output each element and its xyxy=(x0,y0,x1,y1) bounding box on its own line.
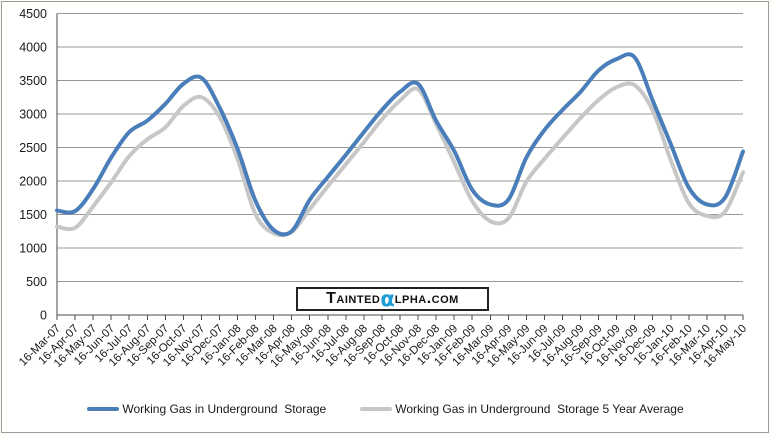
watermark-text-suffix: lpha.com xyxy=(394,290,459,307)
y-axis-label: 0 xyxy=(40,309,47,323)
watermark-text-prefix: Tainted xyxy=(326,290,381,307)
series-line-working-gas xyxy=(55,52,745,237)
y-axis-label: 1500 xyxy=(19,208,47,222)
legend-label-working-gas: Working Gas in Underground Storage xyxy=(122,402,327,416)
y-axis-label: 2000 xyxy=(19,175,47,189)
legend-swatch-5yr-average xyxy=(360,407,393,411)
y-axis-label: 3000 xyxy=(19,108,47,122)
legend-item-5yr-average: Working Gas in Underground Storage 5 Yea… xyxy=(360,402,684,416)
watermark-taintedalpha: Tainted α lpha.com xyxy=(296,287,489,311)
legend: Working Gas in Underground Storage Worki… xyxy=(0,398,771,420)
y-axis-label: 500 xyxy=(26,275,47,289)
watermark-alpha-glyph: α xyxy=(380,286,395,311)
y-axis-label: 4500 xyxy=(19,7,47,21)
series-line-5yr-average xyxy=(55,81,745,238)
y-axis-label: 2500 xyxy=(19,141,47,155)
y-axis-label: 1000 xyxy=(19,242,47,256)
y-axis-label: 3500 xyxy=(19,74,47,88)
y-axis-label: 4000 xyxy=(19,41,47,55)
legend-label-5yr-average: Working Gas in Underground Storage 5 Yea… xyxy=(395,402,684,416)
legend-swatch-working-gas xyxy=(87,407,120,411)
legend-item-working-gas: Working Gas in Underground Storage xyxy=(87,402,326,416)
